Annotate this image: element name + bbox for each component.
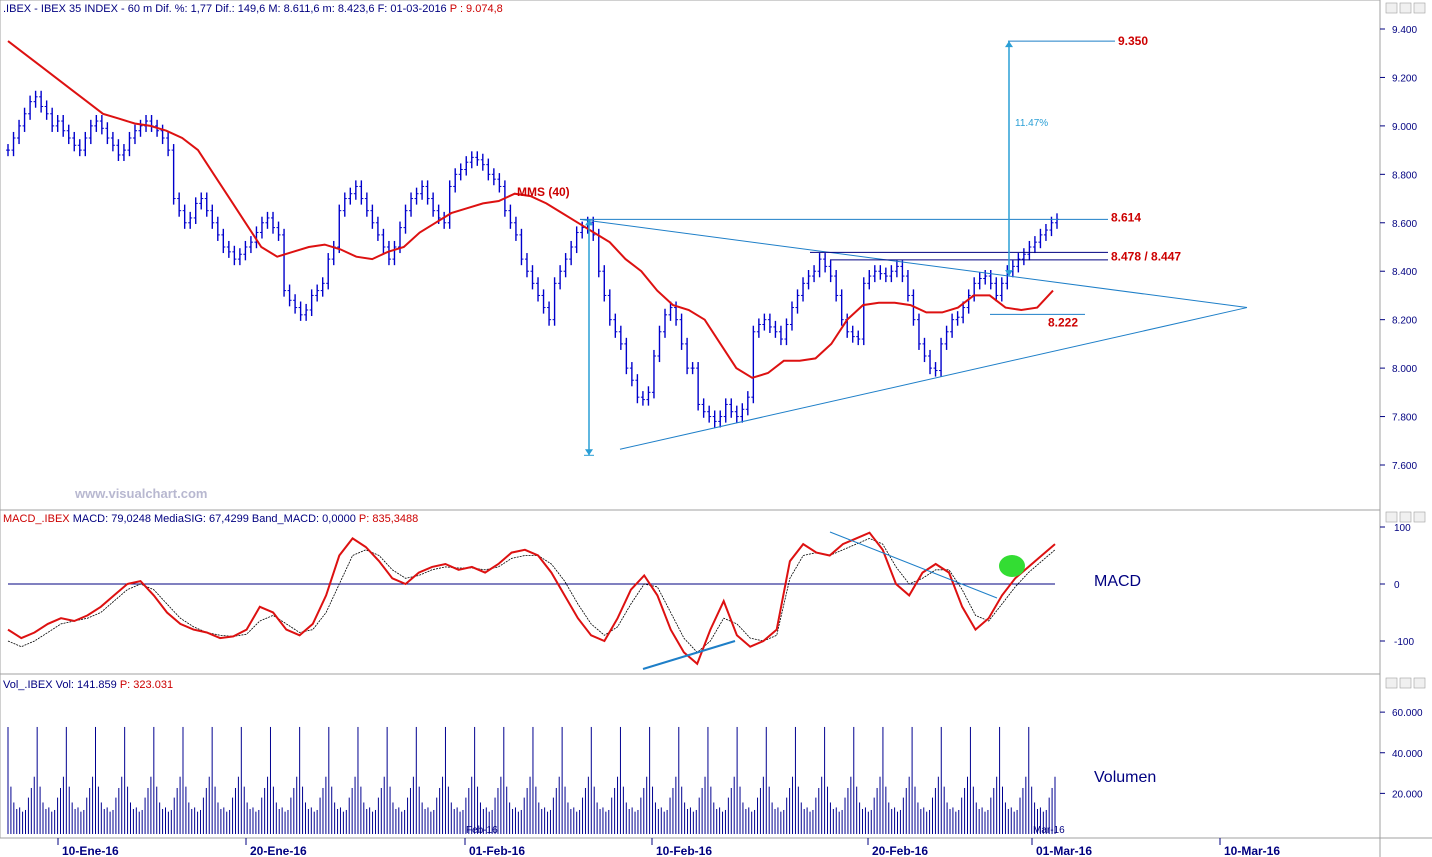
- minimize-button[interactable]: [1385, 677, 1398, 689]
- price-panel: [0, 0, 1381, 511]
- price-axis-label: 9.000: [1392, 122, 1417, 133]
- volume-layer: Volumen: [7, 726, 1156, 834]
- price-axis-label: 7.800: [1392, 413, 1417, 424]
- volume-axis-label: 60.000: [1392, 708, 1423, 719]
- moving-average-label: MMS (40): [517, 185, 570, 199]
- crossover-marker: [999, 555, 1025, 577]
- macd-layer: MACD: [7, 531, 1141, 670]
- macd-line: [7, 531, 1056, 666]
- price-axis-label: 9.200: [1392, 73, 1417, 84]
- close-button[interactable]: [1413, 2, 1426, 14]
- divergence-line: [642, 640, 736, 670]
- price-axis-label: 9.400: [1392, 25, 1417, 36]
- arrow-head-icon: [585, 219, 593, 226]
- macd-signal-line: [7, 537, 1056, 653]
- arrow-head-icon: [1005, 41, 1013, 48]
- moving-average-line: [7, 40, 1054, 379]
- price-axis-label: 8.000: [1392, 364, 1417, 375]
- month-label: Mar-16: [1033, 825, 1065, 836]
- month-label: Feb-16: [466, 825, 498, 836]
- date-label: 10-Ene-16: [62, 844, 119, 857]
- date-label: 20-Ene-16: [250, 844, 307, 857]
- macd-header: MACD_.IBEX MACD: 79,0248 MediaSIG: 67,42…: [3, 513, 418, 525]
- close-button[interactable]: [1413, 677, 1426, 689]
- maximize-button[interactable]: [1399, 677, 1412, 689]
- volume-panel-label: Volumen: [1094, 769, 1156, 786]
- price-axis-label: 8.600: [1392, 219, 1417, 230]
- macd-axis-label: -100: [1394, 637, 1414, 648]
- volume-panel-controls[interactable]: [1385, 677, 1426, 689]
- date-label: 01-Feb-16: [469, 844, 525, 857]
- volume-axis-label: 40.000: [1392, 749, 1423, 760]
- price-axis-label: 8.200: [1392, 316, 1417, 327]
- macd-axis-label: 0: [1394, 580, 1400, 591]
- triangle-lower-line: [619, 307, 1248, 450]
- price-axis-label: 8.400: [1392, 267, 1417, 278]
- date-label: 01-Mar-16: [1036, 844, 1092, 857]
- macd-panel-controls[interactable]: [1385, 511, 1426, 523]
- macd-trend-line: [829, 531, 998, 599]
- minimize-button[interactable]: [1385, 511, 1398, 523]
- level-label: 8.222: [1048, 315, 1078, 329]
- watermark: www.visualchart.com: [74, 486, 207, 501]
- price-header: .IBEX - IBEX 35 INDEX - 60 m Dif. %: 1,7…: [3, 3, 503, 15]
- macd-axis-label: 100: [1394, 523, 1411, 534]
- price-axis-label: 7.600: [1392, 461, 1417, 472]
- target-percent-label: 11.47%: [1015, 118, 1048, 129]
- arrow-head-icon: [585, 449, 593, 456]
- level-label: 8.478 / 8.447: [1111, 249, 1181, 263]
- date-label: 20-Feb-16: [872, 844, 928, 857]
- price-axis-label: 8.800: [1392, 170, 1417, 181]
- level-label: 9.350: [1118, 34, 1148, 48]
- maximize-button[interactable]: [1399, 511, 1412, 523]
- price-layer: MMS (40) 9.350 8.614 8.478 / 8.447 8.222 11.4…: [6, 34, 1248, 456]
- close-button[interactable]: [1413, 511, 1426, 523]
- arrow-head-icon: [1005, 270, 1013, 277]
- date-label: 10-Feb-16: [656, 844, 712, 857]
- minimize-button[interactable]: [1385, 2, 1398, 14]
- axis-layer: 7.600 7.800 8.000 8.200 8.400 8.600 8.800 9.000…: [57, 25, 1423, 857]
- price-panel-controls[interactable]: [1385, 2, 1426, 14]
- macd-panel: [0, 509, 1381, 675]
- date-label: 10-Mar-16: [1224, 844, 1280, 857]
- macd-panel-label: MACD: [1094, 573, 1141, 590]
- maximize-button[interactable]: [1399, 2, 1412, 14]
- volume-axis-label: 20.000: [1392, 789, 1423, 800]
- level-label: 8.614: [1111, 210, 1141, 224]
- volume-header: Vol_.IBEX Vol: 141.859 P: 323.031: [3, 679, 173, 691]
- triangle-upper-line: [579, 218, 1248, 309]
